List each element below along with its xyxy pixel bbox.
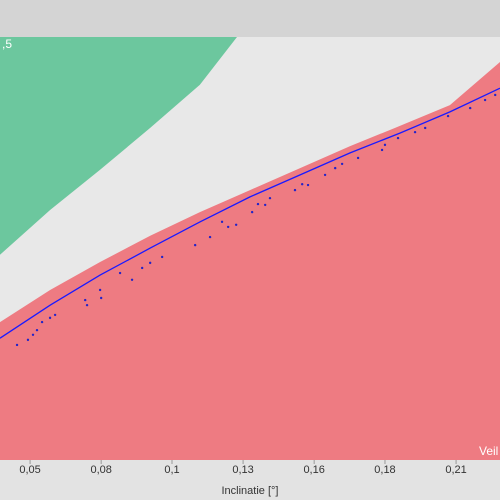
point	[333, 166, 337, 170]
x-tick-label: 0,18	[374, 464, 395, 476]
point	[293, 188, 297, 192]
point	[26, 338, 30, 342]
point	[250, 210, 254, 214]
point	[226, 225, 230, 229]
point	[263, 203, 267, 207]
point	[40, 320, 44, 324]
point	[148, 261, 152, 265]
line	[0, 87, 500, 339]
point	[234, 223, 238, 227]
area	[0, 37, 237, 255]
x-tick-label: 0,1	[164, 464, 179, 476]
point	[118, 271, 122, 275]
point	[98, 288, 102, 292]
point	[53, 313, 57, 317]
x-tick-label: 0,21	[445, 464, 466, 476]
point	[306, 183, 310, 187]
x-tick-label: 0,05	[19, 464, 40, 476]
point	[446, 114, 450, 118]
point	[193, 243, 197, 247]
point	[380, 148, 384, 152]
point	[35, 328, 39, 332]
point	[340, 162, 344, 166]
point	[83, 298, 87, 302]
point	[140, 266, 144, 270]
plot	[0, 37, 500, 460]
point	[220, 220, 224, 224]
point	[396, 136, 400, 140]
point	[160, 255, 164, 259]
point	[413, 130, 417, 134]
x-tick-label: 0,16	[303, 464, 324, 476]
point	[268, 196, 272, 200]
x-tick-label: 0,13	[232, 464, 253, 476]
point	[323, 173, 327, 177]
point	[383, 143, 387, 147]
x-axis-title: Inclinatie [°]	[222, 485, 279, 497]
point	[300, 183, 304, 186]
point	[423, 126, 427, 130]
legend-fragment: ,5	[2, 37, 12, 51]
point	[483, 98, 487, 102]
point	[494, 93, 497, 97]
point	[356, 156, 360, 160]
point	[208, 235, 212, 239]
top-strip	[0, 0, 500, 37]
region-label: Veil	[479, 444, 498, 458]
point	[48, 316, 52, 320]
point	[468, 106, 472, 110]
point	[15, 343, 19, 347]
point	[85, 303, 89, 307]
point	[256, 202, 260, 206]
point	[31, 333, 35, 336]
point	[130, 278, 134, 282]
x-tick-label: 0,08	[90, 464, 111, 476]
point	[99, 296, 103, 300]
area	[0, 62, 500, 460]
